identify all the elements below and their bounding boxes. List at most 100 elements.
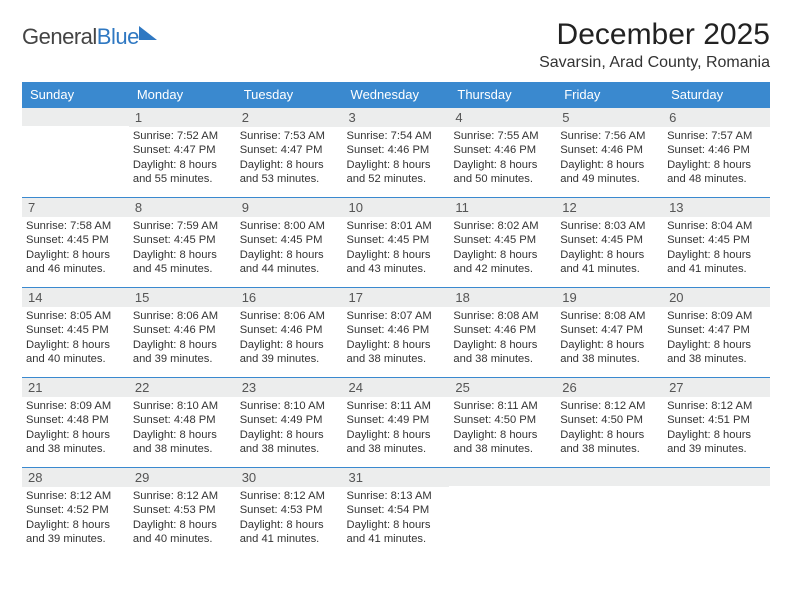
day-details: Sunrise: 7:59 AMSunset: 4:45 PMDaylight:…	[129, 217, 236, 280]
day-number: 9	[236, 198, 343, 217]
day-number: 16	[236, 288, 343, 307]
calendar-cell: 28Sunrise: 8:12 AMSunset: 4:52 PMDayligh…	[22, 468, 129, 558]
calendar-cell	[22, 108, 129, 198]
day-details: Sunrise: 8:12 AMSunset: 4:53 PMDaylight:…	[129, 487, 236, 550]
day-details: Sunrise: 8:06 AMSunset: 4:46 PMDaylight:…	[236, 307, 343, 370]
weekday-row: SundayMondayTuesdayWednesdayThursdayFrid…	[22, 82, 770, 108]
calendar-cell: 21Sunrise: 8:09 AMSunset: 4:48 PMDayligh…	[22, 378, 129, 468]
day-details: Sunrise: 8:12 AMSunset: 4:51 PMDaylight:…	[663, 397, 770, 460]
day-details: Sunrise: 7:57 AMSunset: 4:46 PMDaylight:…	[663, 127, 770, 190]
sunrise-line: Sunrise: 8:06 AM	[240, 309, 339, 323]
sunset-line: Sunset: 4:46 PM	[347, 323, 446, 337]
logo-word1: General	[22, 24, 97, 49]
day-number: 31	[343, 468, 450, 487]
daylight-line: Daylight: 8 hours and 41 minutes.	[667, 248, 766, 277]
day-number: 17	[343, 288, 450, 307]
day-details: Sunrise: 8:09 AMSunset: 4:47 PMDaylight:…	[663, 307, 770, 370]
day-number: 19	[556, 288, 663, 307]
page-header: GeneralBlue December 2025 Savarsin, Arad…	[22, 18, 770, 72]
weekday-header: Wednesday	[343, 82, 450, 108]
day-details: Sunrise: 8:12 AMSunset: 4:52 PMDaylight:…	[22, 487, 129, 550]
calendar-week-row: 1Sunrise: 7:52 AMSunset: 4:47 PMDaylight…	[22, 108, 770, 198]
sunset-line: Sunset: 4:53 PM	[240, 503, 339, 517]
calendar-cell: 31Sunrise: 8:13 AMSunset: 4:54 PMDayligh…	[343, 468, 450, 558]
sunset-line: Sunset: 4:45 PM	[667, 233, 766, 247]
sunset-line: Sunset: 4:46 PM	[240, 323, 339, 337]
daylight-line: Daylight: 8 hours and 38 minutes.	[26, 428, 125, 457]
day-number: 12	[556, 198, 663, 217]
sunset-line: Sunset: 4:46 PM	[347, 143, 446, 157]
calendar-cell	[663, 468, 770, 558]
day-number: 25	[449, 378, 556, 397]
day-details: Sunrise: 7:53 AMSunset: 4:47 PMDaylight:…	[236, 127, 343, 190]
day-number: 26	[556, 378, 663, 397]
day-details: Sunrise: 8:12 AMSunset: 4:50 PMDaylight:…	[556, 397, 663, 460]
sunset-line: Sunset: 4:47 PM	[240, 143, 339, 157]
sunrise-line: Sunrise: 8:12 AM	[560, 399, 659, 413]
day-number: 15	[129, 288, 236, 307]
daylight-line: Daylight: 8 hours and 38 minutes.	[347, 428, 446, 457]
logo-text: GeneralBlue	[22, 24, 139, 50]
empty-day-header	[449, 468, 556, 486]
sunset-line: Sunset: 4:46 PM	[560, 143, 659, 157]
calendar-cell: 6Sunrise: 7:57 AMSunset: 4:46 PMDaylight…	[663, 108, 770, 198]
day-number: 13	[663, 198, 770, 217]
sunset-line: Sunset: 4:51 PM	[667, 413, 766, 427]
sunrise-line: Sunrise: 8:12 AM	[667, 399, 766, 413]
sunset-line: Sunset: 4:46 PM	[453, 323, 552, 337]
sunset-line: Sunset: 4:45 PM	[240, 233, 339, 247]
day-details: Sunrise: 8:07 AMSunset: 4:46 PMDaylight:…	[343, 307, 450, 370]
daylight-line: Daylight: 8 hours and 38 minutes.	[347, 338, 446, 367]
day-number: 2	[236, 108, 343, 127]
sunrise-line: Sunrise: 8:09 AM	[26, 399, 125, 413]
calendar-cell: 25Sunrise: 8:11 AMSunset: 4:50 PMDayligh…	[449, 378, 556, 468]
title-block: December 2025 Savarsin, Arad County, Rom…	[539, 18, 770, 72]
sunrise-line: Sunrise: 8:01 AM	[347, 219, 446, 233]
daylight-line: Daylight: 8 hours and 40 minutes.	[26, 338, 125, 367]
empty-day-header	[22, 108, 129, 126]
calendar-cell: 3Sunrise: 7:54 AMSunset: 4:46 PMDaylight…	[343, 108, 450, 198]
daylight-line: Daylight: 8 hours and 46 minutes.	[26, 248, 125, 277]
sunrise-line: Sunrise: 8:11 AM	[453, 399, 552, 413]
daylight-line: Daylight: 8 hours and 38 minutes.	[240, 428, 339, 457]
daylight-line: Daylight: 8 hours and 40 minutes.	[133, 518, 232, 547]
sunrise-line: Sunrise: 7:55 AM	[453, 129, 552, 143]
sunset-line: Sunset: 4:45 PM	[560, 233, 659, 247]
daylight-line: Daylight: 8 hours and 49 minutes.	[560, 158, 659, 187]
location-text: Savarsin, Arad County, Romania	[539, 54, 770, 72]
day-details: Sunrise: 8:09 AMSunset: 4:48 PMDaylight:…	[22, 397, 129, 460]
daylight-line: Daylight: 8 hours and 38 minutes.	[453, 338, 552, 367]
weekday-header: Friday	[556, 82, 663, 108]
day-details: Sunrise: 8:05 AMSunset: 4:45 PMDaylight:…	[22, 307, 129, 370]
day-details: Sunrise: 8:02 AMSunset: 4:45 PMDaylight:…	[449, 217, 556, 280]
sunset-line: Sunset: 4:47 PM	[667, 323, 766, 337]
day-number: 21	[22, 378, 129, 397]
sunrise-line: Sunrise: 8:09 AM	[667, 309, 766, 323]
calendar-body: 1Sunrise: 7:52 AMSunset: 4:47 PMDaylight…	[22, 108, 770, 558]
sunset-line: Sunset: 4:47 PM	[133, 143, 232, 157]
sunset-line: Sunset: 4:52 PM	[26, 503, 125, 517]
sunset-line: Sunset: 4:50 PM	[560, 413, 659, 427]
daylight-line: Daylight: 8 hours and 44 minutes.	[240, 248, 339, 277]
day-details: Sunrise: 8:06 AMSunset: 4:46 PMDaylight:…	[129, 307, 236, 370]
calendar-week-row: 14Sunrise: 8:05 AMSunset: 4:45 PMDayligh…	[22, 288, 770, 378]
calendar-week-row: 7Sunrise: 7:58 AMSunset: 4:45 PMDaylight…	[22, 198, 770, 288]
sunrise-line: Sunrise: 8:10 AM	[240, 399, 339, 413]
daylight-line: Daylight: 8 hours and 53 minutes.	[240, 158, 339, 187]
daylight-line: Daylight: 8 hours and 38 minutes.	[667, 338, 766, 367]
sunset-line: Sunset: 4:46 PM	[453, 143, 552, 157]
sunrise-line: Sunrise: 7:57 AM	[667, 129, 766, 143]
day-number: 20	[663, 288, 770, 307]
daylight-line: Daylight: 8 hours and 42 minutes.	[453, 248, 552, 277]
daylight-line: Daylight: 8 hours and 38 minutes.	[560, 338, 659, 367]
calendar-cell: 20Sunrise: 8:09 AMSunset: 4:47 PMDayligh…	[663, 288, 770, 378]
day-number: 3	[343, 108, 450, 127]
calendar-cell: 13Sunrise: 8:04 AMSunset: 4:45 PMDayligh…	[663, 198, 770, 288]
daylight-line: Daylight: 8 hours and 43 minutes.	[347, 248, 446, 277]
logo: GeneralBlue	[22, 24, 157, 50]
sunrise-line: Sunrise: 7:52 AM	[133, 129, 232, 143]
sunset-line: Sunset: 4:53 PM	[133, 503, 232, 517]
sunrise-line: Sunrise: 8:12 AM	[133, 489, 232, 503]
day-details: Sunrise: 7:54 AMSunset: 4:46 PMDaylight:…	[343, 127, 450, 190]
day-number: 22	[129, 378, 236, 397]
